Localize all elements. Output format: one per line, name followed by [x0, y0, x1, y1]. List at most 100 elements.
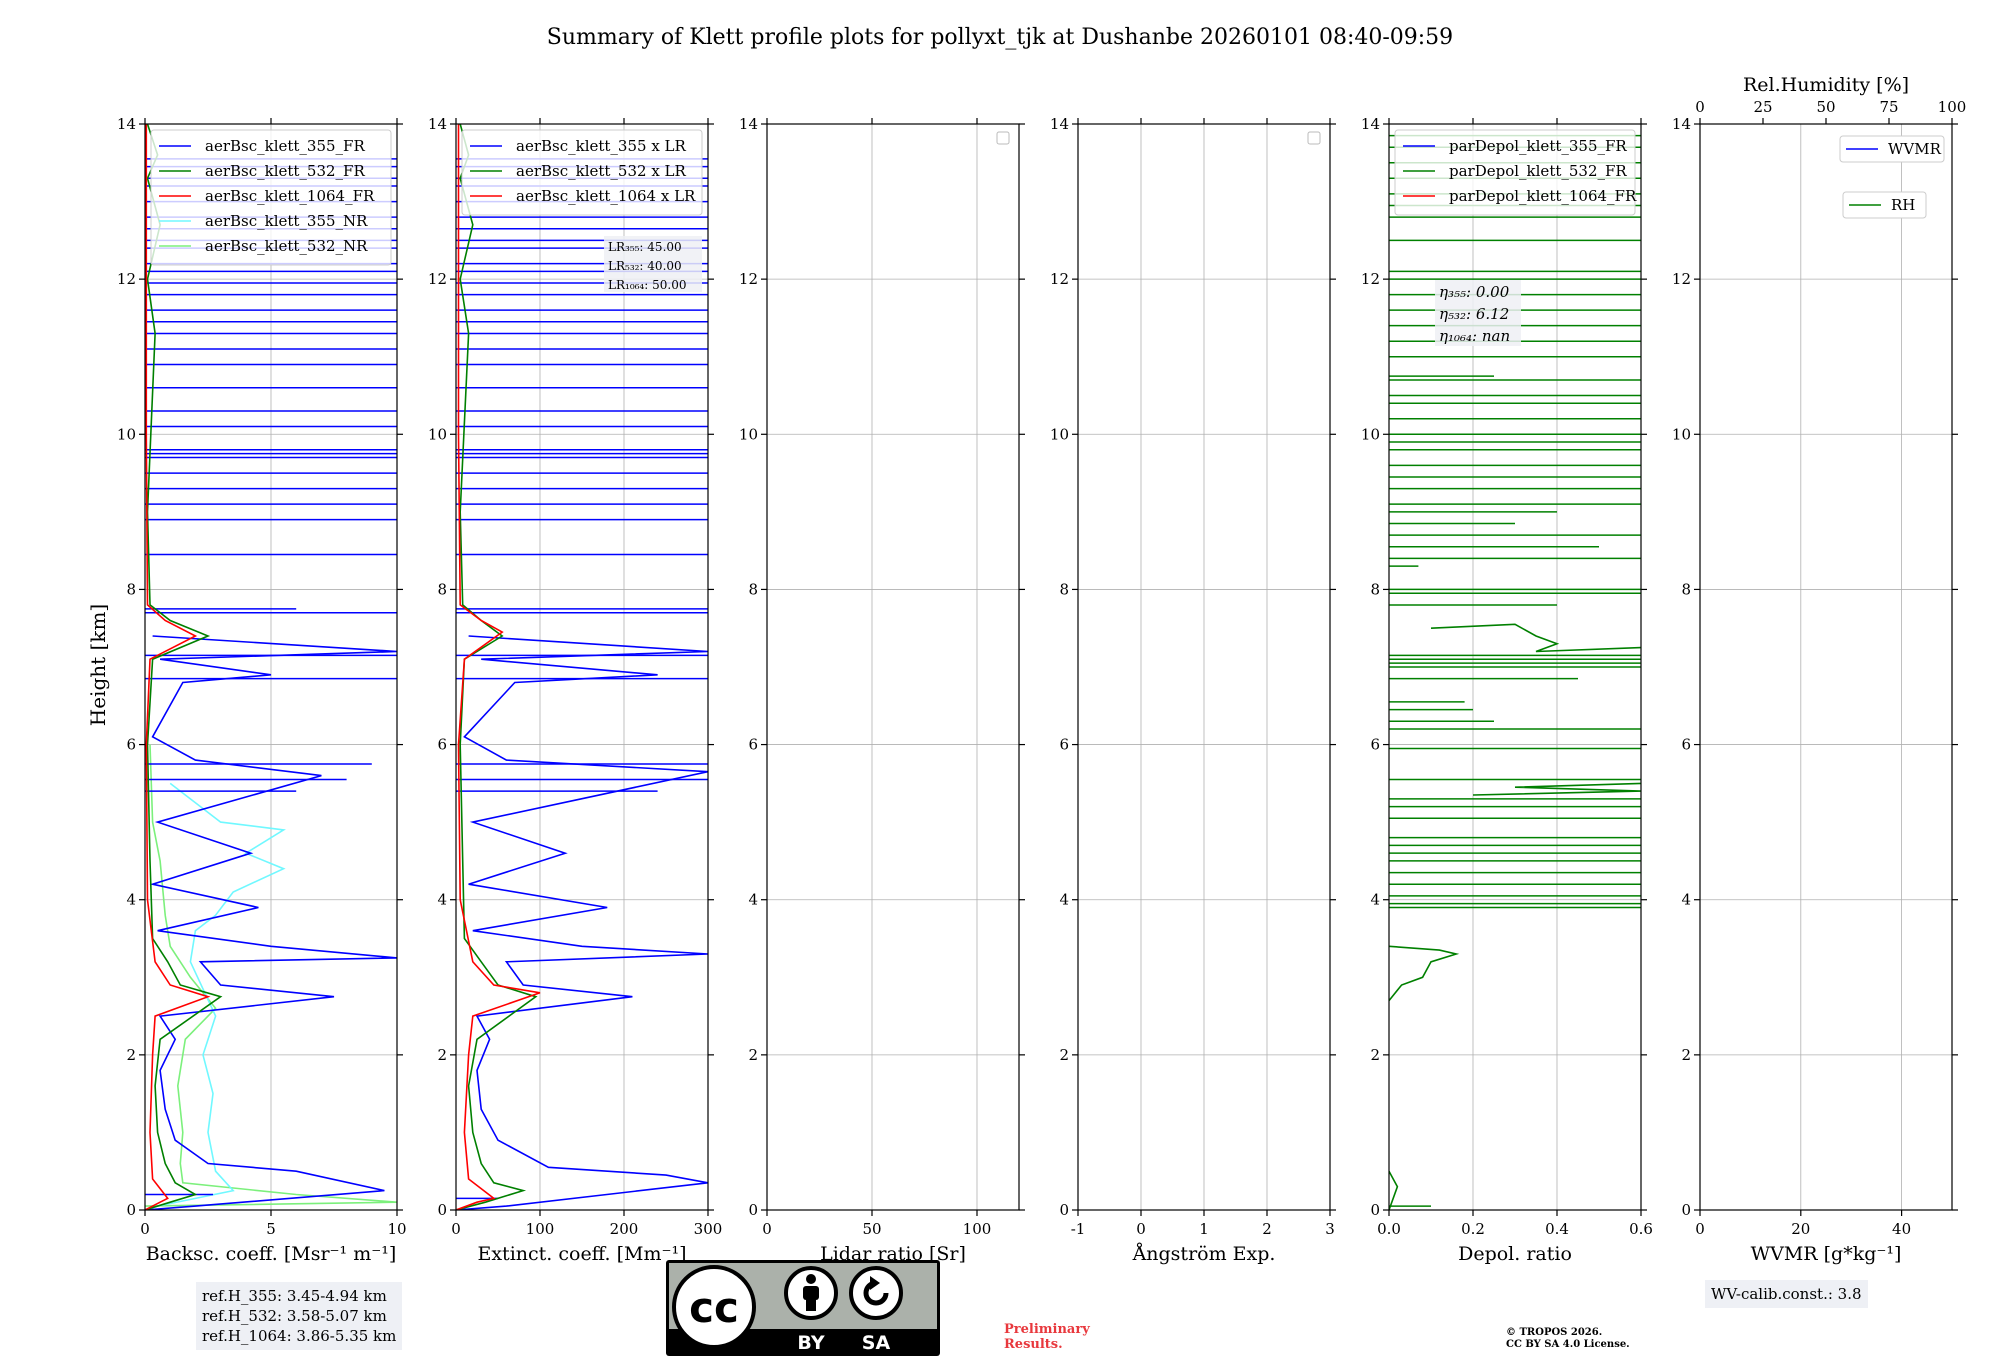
- y-tick-label: 0: [126, 1201, 136, 1219]
- copyright-note: © TROPOS 2026. CC BY SA 4.0 License.: [1506, 1327, 1630, 1351]
- empty-legend: [996, 131, 1010, 145]
- x-tick-label: 0: [140, 1220, 150, 1238]
- annotation-text: η₅₃₂: 6.12: [1439, 305, 1509, 323]
- x-tick-label: 0: [1136, 1220, 1146, 1238]
- top-x-tick-label: 100: [1938, 98, 1967, 116]
- refh-532: ref.H_532: 3.58-5.07 km: [202, 1307, 387, 1325]
- reference-height-box: ref.H_355: 3.45-4.94 km ref.H_532: 3.58-…: [196, 1282, 403, 1350]
- y-axis-label: Height [km]: [86, 604, 110, 726]
- y-tick-label: 8: [1681, 580, 1691, 598]
- series-line: [1430, 623, 1641, 653]
- series-line: [1389, 945, 1460, 1002]
- y-tick-label: 4: [126, 891, 136, 909]
- legend-box: [1842, 191, 1927, 219]
- y-tick-label: 14: [1361, 115, 1380, 133]
- y-tick-label: 4: [748, 891, 758, 909]
- x-tick-label: 0: [1695, 1220, 1705, 1238]
- y-tick-label: 6: [748, 736, 758, 754]
- axes-frame: [1699, 123, 1953, 1211]
- y-tick-label: 4: [1059, 891, 1069, 909]
- top-x-tick-label: 25: [1753, 98, 1772, 116]
- y-tick-label: 2: [1681, 1046, 1691, 1064]
- y-tick-label: 0: [1370, 1201, 1380, 1219]
- series-line: [1472, 782, 1641, 796]
- y-tick-label: 14: [117, 115, 136, 133]
- y-tick-label: 10: [1361, 425, 1380, 443]
- legend-WVMR: WVMR: [1839, 135, 1945, 163]
- axes-frame: [1388, 123, 1642, 1211]
- copyright-line-2: CC BY SA 4.0 License.: [1506, 1339, 1630, 1350]
- annotation-text: η₃₅₅: 0.00: [1439, 283, 1510, 301]
- by-person-icon: [784, 1266, 838, 1320]
- y-tick-label: 0: [748, 1201, 758, 1219]
- x-axis-label: Lidar ratio [Sr]: [820, 1243, 966, 1265]
- y-tick-label: 6: [126, 736, 136, 754]
- legend-depol: parDepol_klett_355_FR parDepol_klett_532_…: [1394, 129, 1637, 216]
- legend-label: aerBsc_klett_355_FR: [205, 137, 365, 155]
- sa-share-icon: [849, 1266, 903, 1320]
- y-tick-label: 14: [1050, 115, 1069, 133]
- legend-label: parDepol_klett_355_FR: [1449, 137, 1627, 155]
- y-tick-label: 6: [437, 736, 447, 754]
- y-tick-label: 4: [1681, 891, 1691, 909]
- preliminary-line-2: Results.: [1004, 1337, 1063, 1352]
- x-axis-label: Extinct. coeff. [Mm⁻¹]: [477, 1243, 686, 1265]
- panel-depol: 0 2 4 6 8 10 12 14 0.0 0.2 0.4 0.6 Depol. ratio parDe…: [1361, 115, 1653, 1265]
- y-tick-label: 2: [126, 1046, 136, 1064]
- annotation-depol: η₃₅₅: 0.00 η₅₃₂: 6.12 η₁₀₆₄: nan: [1435, 280, 1521, 346]
- series-line: [157, 782, 286, 1207]
- y-tick-label: 10: [1672, 425, 1691, 443]
- x-tick-label: 3: [1325, 1220, 1335, 1238]
- annotation-text: LR₁₀₆₄: 50.00: [608, 278, 686, 292]
- panel-lr: 0 2 4 6 8 10 12 14 0 50 100 Lidar ratio [Sr]: [739, 115, 1025, 1265]
- legend-label: aerBsc_klett_532_NR: [205, 237, 368, 255]
- y-tick-label: 12: [117, 270, 136, 288]
- x-tick-label: 0.4: [1545, 1220, 1569, 1238]
- x-tick-label: 1: [1199, 1220, 1209, 1238]
- y-tick-label: 6: [1059, 736, 1069, 754]
- cc-logo-text: cc: [689, 1283, 739, 1332]
- y-tick-label: 12: [1050, 270, 1069, 288]
- axes-frame: [766, 123, 1020, 1211]
- x-axis-label: Backsc. coeff. [Msr⁻¹ m⁻¹]: [146, 1243, 397, 1265]
- axes-frame: [455, 123, 709, 1211]
- x-tick-label: 300: [694, 1220, 723, 1238]
- y-tick-label: 10: [1050, 425, 1069, 443]
- x-axis-label: Ångström Exp.: [1132, 1243, 1276, 1265]
- legend-box: [461, 129, 703, 216]
- annotation-ext: LR₃₅₅: 45.00 LR₅₃₂: 40.00 LR₁₀₆₄: 50.00: [604, 236, 702, 292]
- y-tick-label: 0: [1059, 1201, 1069, 1219]
- legend-label: aerBsc_klett_1064 x LR: [516, 187, 696, 205]
- cc-license-badge: cc BY SA: [666, 1260, 940, 1356]
- legend-label: parDepol_klett_532_FR: [1449, 162, 1627, 180]
- y-tick-label: 0: [437, 1201, 447, 1219]
- y-tick-label: 0: [1681, 1201, 1691, 1219]
- y-tick-label: 12: [1361, 270, 1380, 288]
- series-line: [145, 124, 223, 1210]
- legend-box: [1839, 135, 1945, 163]
- legend-label: aerBsc_klett_355_NR: [205, 212, 368, 230]
- legend-label: WVMR: [1888, 140, 1942, 158]
- y-tick-label: 10: [117, 425, 136, 443]
- panel-bsc: 0 2 4 6 8 10 12 14 0 5 10 Backsc. coeff. [Msr⁻¹ m⁻¹…: [117, 115, 407, 1265]
- y-tick-label: 14: [739, 115, 758, 133]
- y-tick-label: 14: [428, 115, 447, 133]
- x-tick-label: 20: [1791, 1220, 1810, 1238]
- y-tick-label: 2: [437, 1046, 447, 1064]
- y-tick-label: 2: [1370, 1046, 1380, 1064]
- x-tick-label: 0: [762, 1220, 772, 1238]
- legend-label: aerBsc_klett_532_FR: [205, 162, 365, 180]
- wv-calibration-box: WV-calib.const.: 3.8: [1705, 1280, 1868, 1308]
- legend-box: [150, 129, 392, 266]
- series-line: [456, 635, 708, 1210]
- x-tick-label: 0.6: [1629, 1220, 1653, 1238]
- series-line: [1389, 1170, 1399, 1210]
- legend-label: RH: [1891, 196, 1915, 214]
- x-tick-label: 5: [266, 1220, 276, 1238]
- y-tick-label: 8: [1370, 580, 1380, 598]
- y-tick-label: 8: [748, 580, 758, 598]
- x-tick-label: 10: [387, 1220, 406, 1238]
- y-tick-label: 8: [437, 580, 447, 598]
- x-tick-label: 0.0: [1377, 1220, 1401, 1238]
